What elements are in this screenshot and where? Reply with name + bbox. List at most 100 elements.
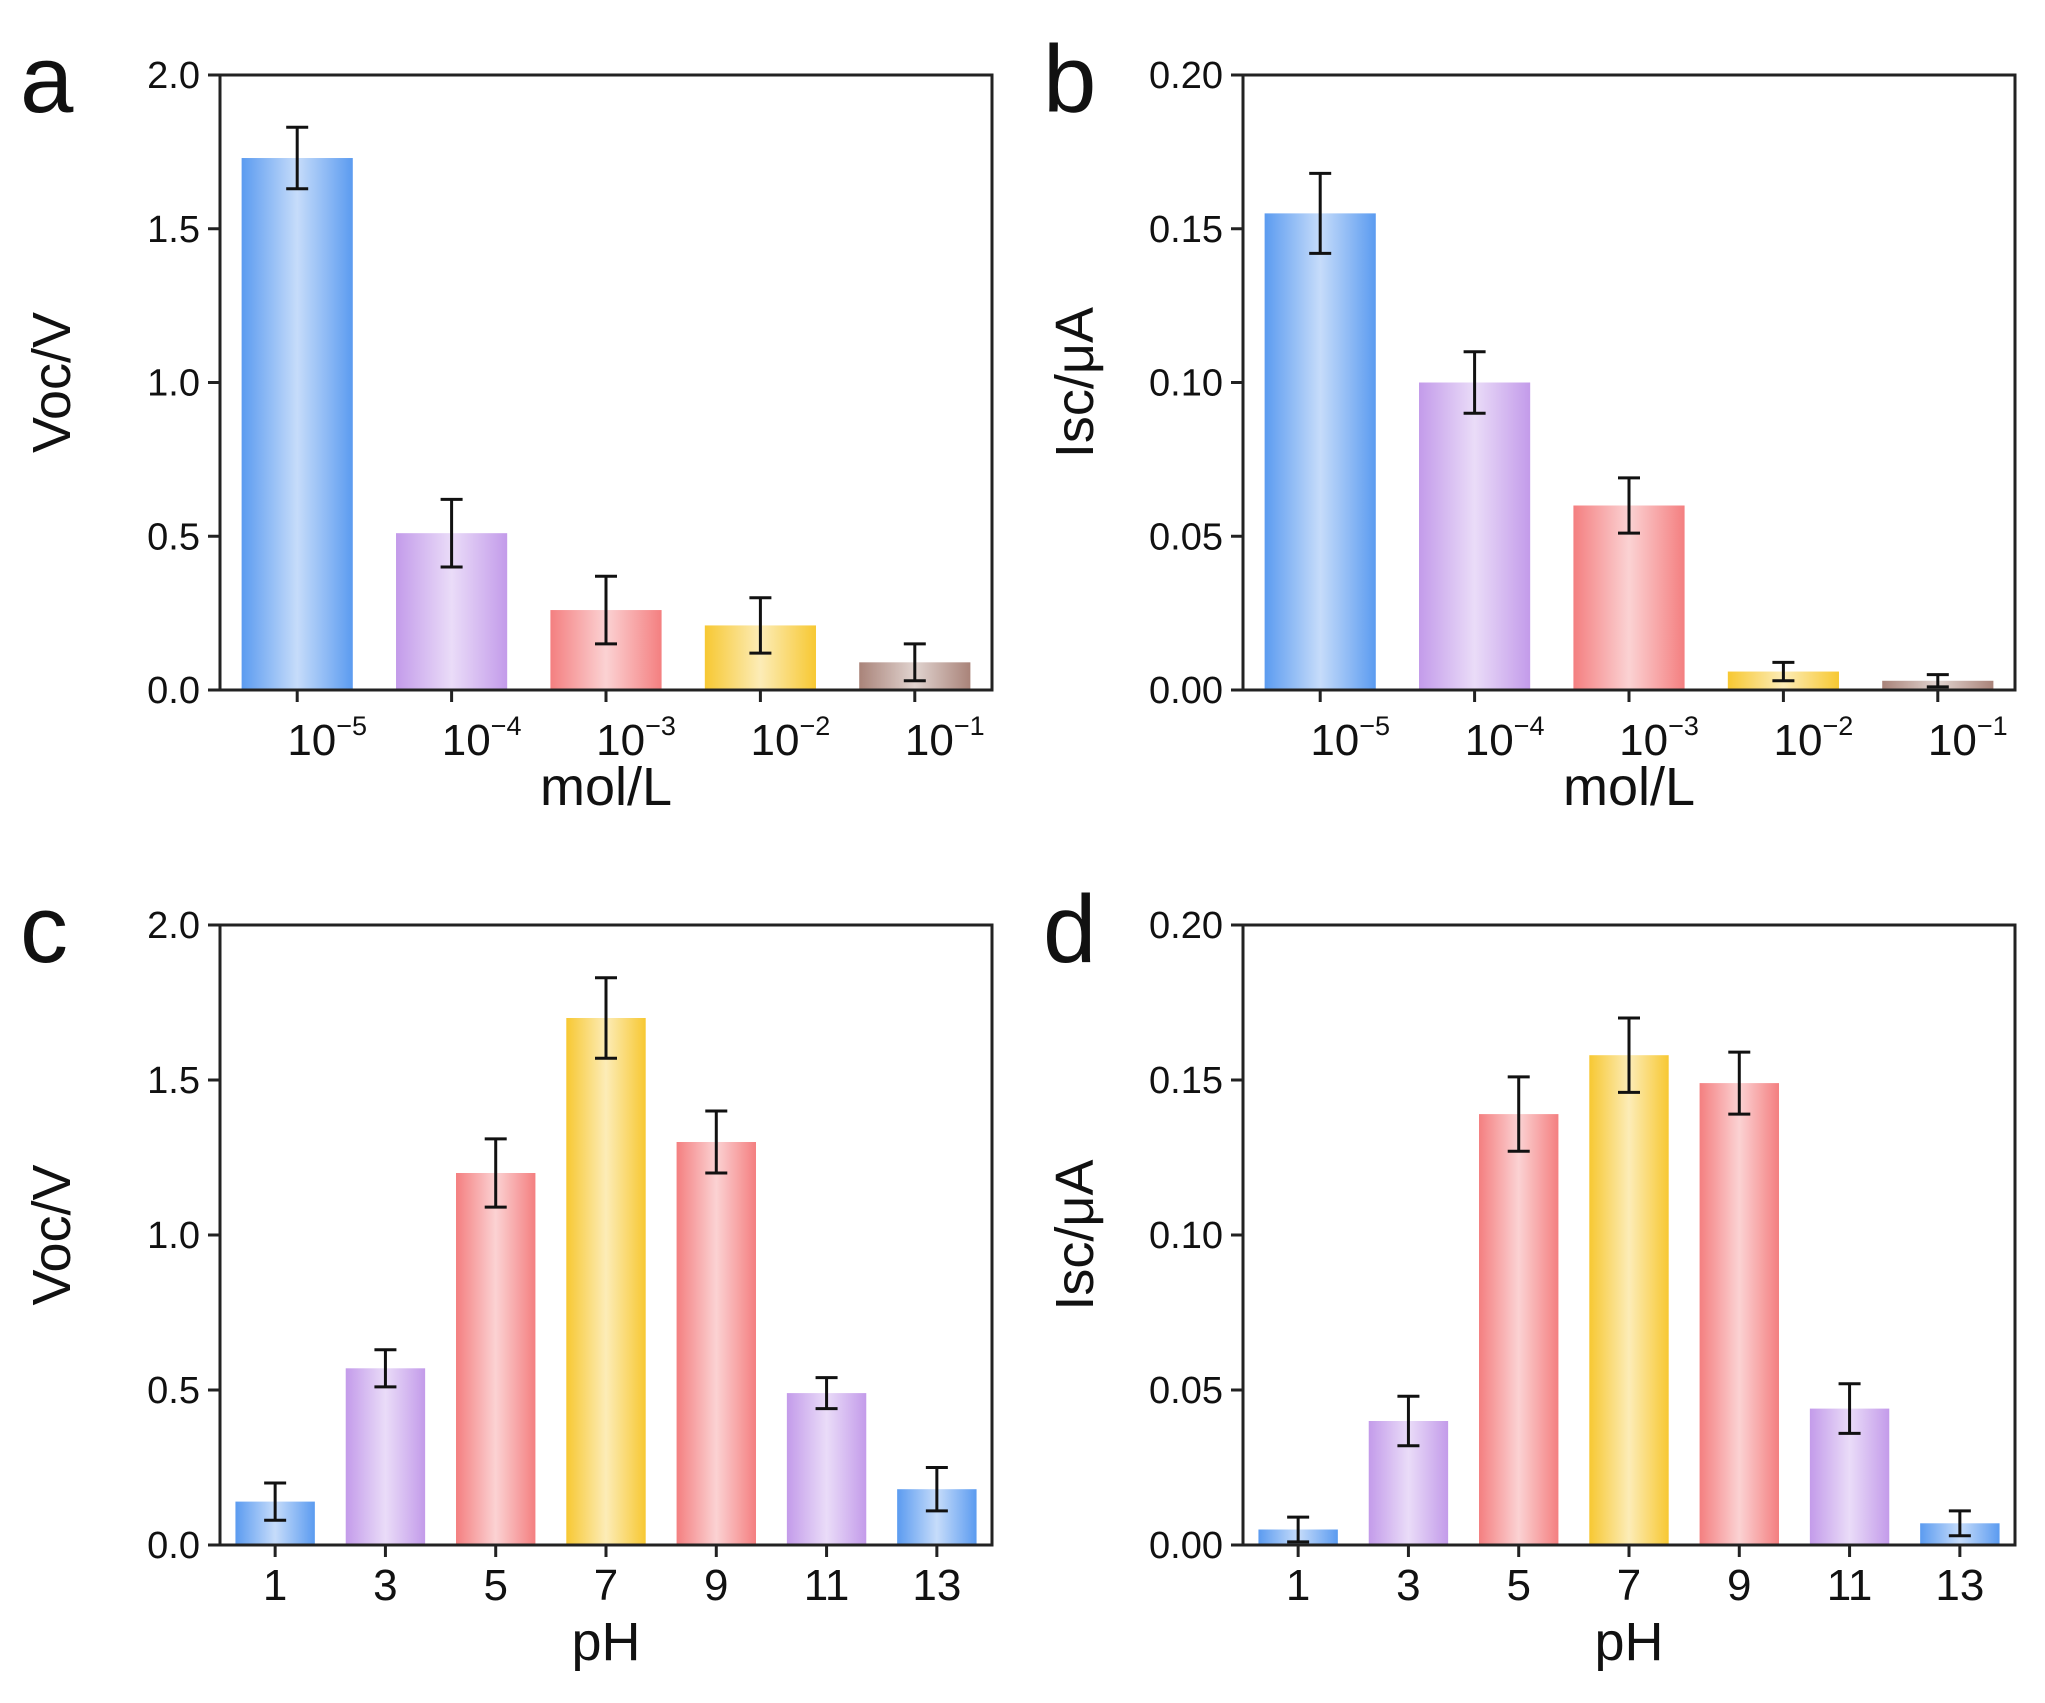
y-tick-label: 1.0 — [147, 1215, 200, 1257]
panel-letter: c — [20, 876, 68, 983]
error-bar — [1618, 1016, 1640, 1094]
y-tick-label: 0.10 — [1149, 1215, 1223, 1257]
y-axis-title: Voc/V — [22, 312, 82, 453]
y-tick-label: 0.5 — [147, 516, 200, 558]
y-axis-title: Isc/μA — [1045, 1159, 1105, 1310]
y-tick-label: 0.10 — [1149, 363, 1223, 405]
y-tick-label: 0.05 — [1149, 1370, 1223, 1412]
x-tick-label: 3 — [1396, 1561, 1420, 1610]
y-axis-title: Isc/μA — [1045, 307, 1105, 458]
x-tick-label: 11 — [1827, 1561, 1873, 1610]
x-tick-label: 10−3 — [596, 711, 676, 765]
x-axis-title: mol/L — [1563, 757, 1695, 817]
error-bar — [925, 1466, 948, 1513]
y-tick-label: 0.15 — [1149, 209, 1223, 251]
bar — [786, 1393, 867, 1545]
y-tick-label: 0.05 — [1149, 516, 1223, 558]
bar — [1589, 1055, 1669, 1545]
x-tick-label: 10−5 — [1310, 711, 1390, 765]
bar — [1479, 1114, 1559, 1545]
panel-a: a 0.0 0.5 1.0 1.5 2.0 10−5 10−4 10−3 10−2 10−1 mol/… — [20, 26, 994, 817]
error-bar — [1618, 476, 1640, 535]
x-tick-label: 5 — [483, 1561, 507, 1610]
x-tick-label: 5 — [1506, 1561, 1530, 1610]
error-bar — [595, 574, 617, 646]
panel-letter: b — [1043, 26, 1096, 133]
y-tick-label: 0.20 — [1149, 55, 1223, 97]
bar — [566, 1018, 646, 1545]
x-tick-label: 10−4 — [1465, 711, 1545, 765]
y-tick-label: 1.5 — [147, 1060, 200, 1102]
plot-frame — [218, 73, 994, 692]
x-tick-label: 7 — [594, 1561, 618, 1610]
y-axis-title: Voc/V — [22, 1164, 82, 1305]
x-axis-title: pH — [1594, 1612, 1663, 1672]
error-bar — [286, 125, 309, 191]
error-bar — [749, 596, 772, 655]
y-tick-label: 2.0 — [147, 55, 200, 97]
x-tick-label: 10−2 — [751, 711, 831, 765]
error-bar — [1309, 171, 1332, 255]
bar — [1419, 382, 1531, 690]
x-tick-label: 1 — [1286, 1561, 1310, 1610]
x-tick-label: 9 — [1727, 1561, 1751, 1610]
x-tick-label: 10−1 — [905, 711, 985, 765]
error-bar — [484, 1137, 507, 1209]
y-tick-label: 0.00 — [1149, 670, 1223, 712]
x-tick-label: 3 — [373, 1561, 397, 1610]
panel-letter: a — [20, 26, 74, 133]
y-tick-label: 0.5 — [147, 1370, 200, 1412]
error-bar — [1948, 1509, 1971, 1538]
bar — [676, 1142, 756, 1545]
error-bar — [705, 1109, 728, 1175]
bar — [345, 1368, 426, 1545]
error-bar — [1926, 673, 1949, 689]
x-tick-label: 1 — [263, 1561, 287, 1610]
x-tick-label: 13 — [1935, 1561, 1984, 1610]
error-bar — [1463, 350, 1486, 415]
bar — [456, 1173, 536, 1545]
y-tick-label: 0.15 — [1149, 1060, 1223, 1102]
error-bar — [1507, 1075, 1530, 1153]
y-tick-label: 0.00 — [1149, 1525, 1223, 1567]
error-bar — [1397, 1394, 1420, 1448]
y-tick-label: 0.20 — [1149, 905, 1223, 947]
error-bar — [595, 976, 617, 1060]
error-bar — [1728, 1050, 1751, 1116]
plot-frame — [1241, 923, 2017, 1547]
y-tick-label: 0.0 — [147, 670, 200, 712]
error-bar — [1838, 1382, 1861, 1435]
y-tick-label: 0.0 — [147, 1525, 200, 1567]
panel-b: b 0.00 0.05 0.10 0.15 0.20 10−5 10−4 10−3 10−2 10−… — [1043, 26, 2017, 817]
bar — [241, 158, 353, 690]
x-tick-label: 10−2 — [1774, 711, 1854, 765]
plot-frame — [218, 923, 994, 1547]
bar — [1573, 505, 1685, 690]
x-tick-label: 9 — [704, 1561, 728, 1610]
y-tick-label: 1.5 — [147, 209, 200, 251]
error-bar — [264, 1481, 287, 1522]
x-axis-title: mol/L — [540, 757, 672, 817]
x-tick-label: 11 — [804, 1561, 850, 1610]
y-tick-label: 1.0 — [147, 363, 200, 405]
error-bar — [815, 1376, 838, 1411]
x-tick-label: 10−1 — [1928, 711, 2008, 765]
error-bar — [440, 497, 463, 569]
error-bar — [1287, 1515, 1310, 1544]
error-bar — [374, 1348, 397, 1389]
x-tick-label: 10−5 — [287, 711, 367, 765]
panel-letter: d — [1043, 876, 1096, 983]
x-axis-title: pH — [571, 1612, 640, 1672]
error-bar — [1772, 660, 1795, 683]
x-tick-label: 13 — [912, 1561, 961, 1610]
error-bar — [903, 642, 926, 683]
plot-frame — [1241, 73, 2017, 692]
y-tick-label: 2.0 — [147, 905, 200, 947]
x-tick-label: 10−3 — [1619, 711, 1699, 765]
bar — [1264, 213, 1376, 690]
x-tick-label: 7 — [1617, 1561, 1641, 1610]
bar — [1699, 1083, 1779, 1545]
